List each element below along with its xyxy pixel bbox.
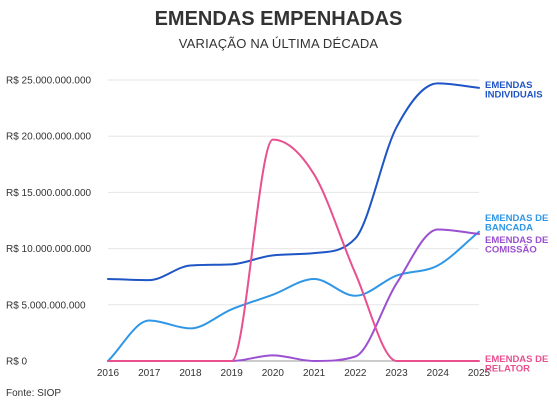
series-label: EMENDAS DE <box>485 235 548 246</box>
series-label: COMISSÃO <box>485 245 537 256</box>
series-line <box>107 228 480 362</box>
x-tick-label: 2025 <box>468 368 491 379</box>
series-label: EMENDAS DE <box>485 354 548 365</box>
series-line <box>107 230 480 362</box>
chart-title: EMENDAS EMPENHADAS <box>154 8 403 30</box>
series-label: RELATOR <box>485 364 530 375</box>
series-label: INDIVIDUAIS <box>485 90 543 101</box>
series-label: EMENDAS <box>485 80 533 91</box>
series-label: EMENDAS DE <box>485 213 548 224</box>
source-note: Fonte: SIOP <box>6 388 62 399</box>
x-tick-label: 2017 <box>138 368 161 379</box>
series-line <box>107 138 480 362</box>
x-tick-label: 2021 <box>303 368 326 379</box>
x-tick-label: 2020 <box>262 368 285 379</box>
x-axis-ticks: 2016 2017 2018 2019 2020 2021 2022 2023 2024 2025 <box>97 368 491 379</box>
x-tick-label: 2022 <box>344 368 367 379</box>
x-tick-label: 2018 <box>179 368 202 379</box>
y-tick-label: R$ 15.000.000.000 <box>6 188 92 199</box>
x-tick-label: 2019 <box>221 368 244 379</box>
series-lines <box>107 82 480 362</box>
y-tick-label: R$ 0 <box>6 357 28 368</box>
series-line <box>107 82 480 282</box>
chart-subtitle: VARIAÇÃO NA ÚLTIMA DÉCADA <box>178 36 379 51</box>
y-tick-label: R$ 25.000.000.000 <box>6 76 92 87</box>
y-tick-label: R$ 20.000.000.000 <box>6 132 92 143</box>
y-tick-label: R$ 5.000.000.000 <box>6 300 86 311</box>
x-tick-label: 2016 <box>97 368 120 379</box>
y-axis-ticks: R$ 0 R$ 5.000.000.000 R$ 10.000.000.000 R$ … <box>6 76 92 368</box>
x-tick-label: 2023 <box>385 368 408 379</box>
series-label: BANCADA <box>485 223 533 234</box>
x-tick-label: 2024 <box>427 368 450 379</box>
y-tick-label: R$ 10.000.000.000 <box>6 244 92 255</box>
grid-lines <box>108 79 479 362</box>
